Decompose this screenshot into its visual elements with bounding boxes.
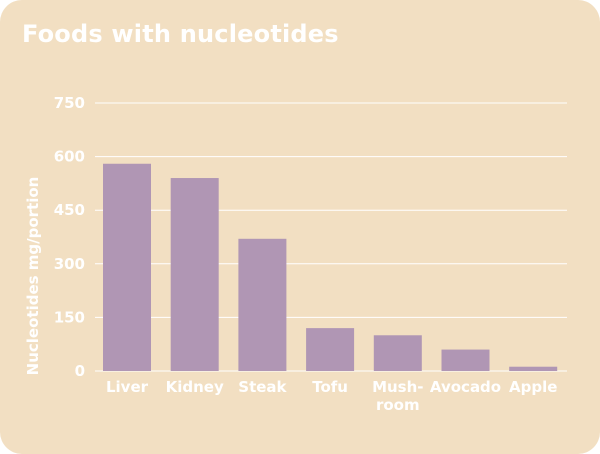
y-tick-label: 600	[54, 148, 85, 166]
y-tick-label: 450	[54, 201, 85, 219]
x-tick-label: Apple	[509, 378, 557, 396]
bar	[103, 163, 151, 371]
x-tick-label: Steak	[238, 378, 287, 396]
x-tick-label: room	[376, 396, 420, 414]
bar	[306, 328, 355, 371]
y-tick-label: 150	[54, 308, 85, 326]
bar	[441, 349, 490, 371]
bar	[170, 178, 219, 371]
bars	[103, 163, 558, 371]
chart-title: Foods with nucleotides	[22, 20, 339, 48]
y-tick-labels: 0 150 300 450 600 750	[54, 94, 85, 380]
x-tick-label: Mush-	[372, 378, 423, 396]
bar	[509, 366, 558, 371]
y-tick-label: 0	[75, 362, 85, 380]
x-tick-label: Kidney	[166, 378, 224, 396]
x-tick-label: Liver	[106, 378, 149, 396]
y-axis-label: Nucleotides mg/portion	[24, 177, 42, 376]
x-tick-labels: Liver Kidney Steak Tofu Mush-room Avocado Appl…	[106, 378, 557, 414]
bar	[238, 238, 287, 371]
y-tick-label: 300	[54, 255, 85, 273]
bar	[373, 335, 422, 371]
y-tick-label: 750	[54, 94, 85, 112]
x-tick-label: Avocado	[430, 378, 501, 396]
x-tick-label: Tofu	[312, 378, 348, 396]
